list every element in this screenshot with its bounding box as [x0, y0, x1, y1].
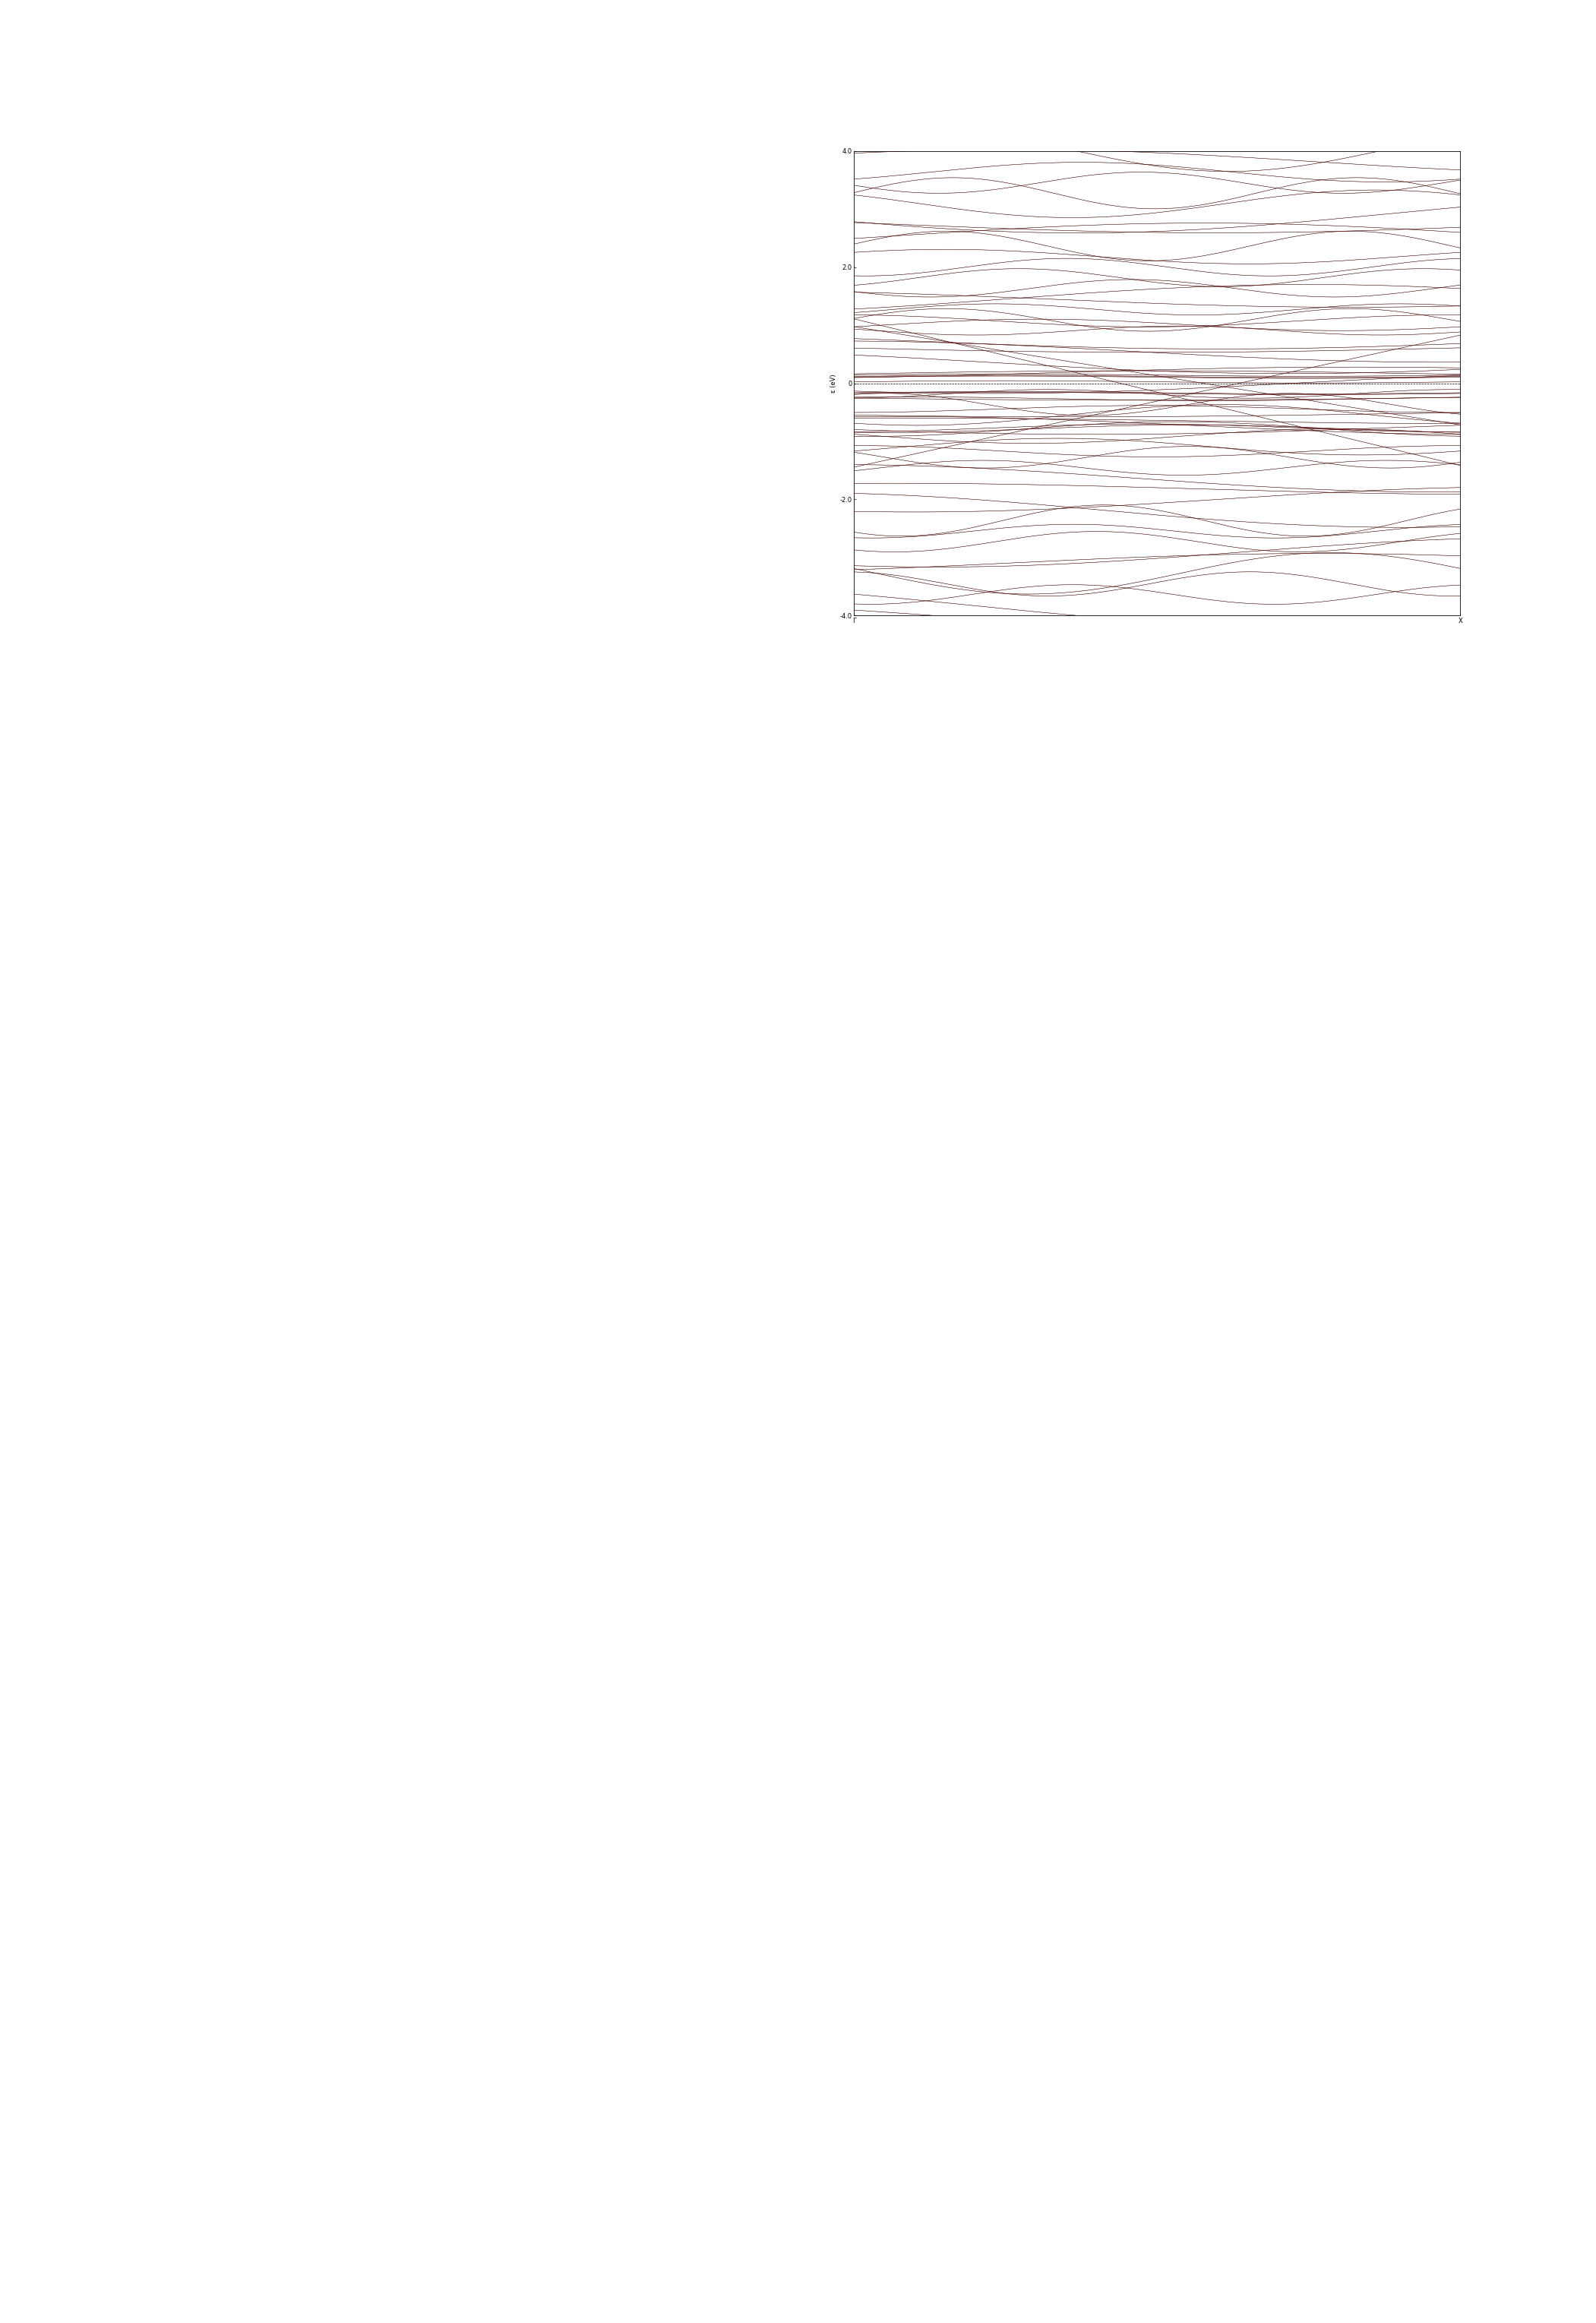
Y-axis label: ε (eV): ε (eV) [830, 374, 838, 393]
